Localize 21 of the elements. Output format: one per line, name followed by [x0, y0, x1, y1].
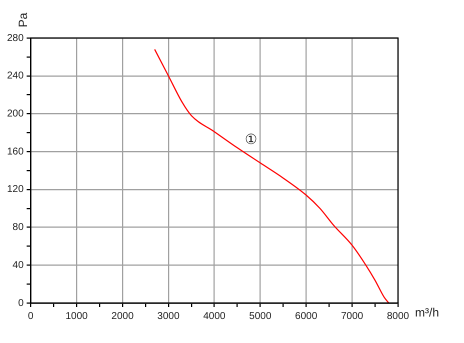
- y-tick-label: 280: [6, 32, 24, 44]
- line-series: [154, 48, 390, 303]
- annotation: ①: [244, 130, 258, 147]
- y-tick-label: 160: [6, 146, 24, 158]
- x-tick-label: 4000: [203, 310, 226, 322]
- y-axis-title: Pa: [16, 12, 30, 28]
- y-tick-label: 120: [6, 184, 24, 196]
- y-tick-label: 80: [12, 222, 24, 234]
- y-tick-label: 0: [18, 298, 24, 309]
- x-tick-label: 0: [28, 310, 34, 322]
- y-tick-label: 40: [12, 260, 24, 271]
- x-tick-label: 8000: [386, 310, 410, 322]
- x-axis-title: m³/h: [415, 305, 439, 320]
- x-tick-label: 6000: [295, 310, 318, 322]
- y-tick-label: 240: [6, 70, 24, 82]
- x-tick-label: 1000: [65, 310, 88, 322]
- x-tick-label: 3000: [157, 310, 180, 322]
- x-tick-label: 5000: [249, 310, 272, 322]
- y-tick-label: 200: [6, 108, 24, 120]
- x-tick-label: 7000: [340, 310, 364, 322]
- x-tick-label: 2000: [111, 310, 134, 322]
